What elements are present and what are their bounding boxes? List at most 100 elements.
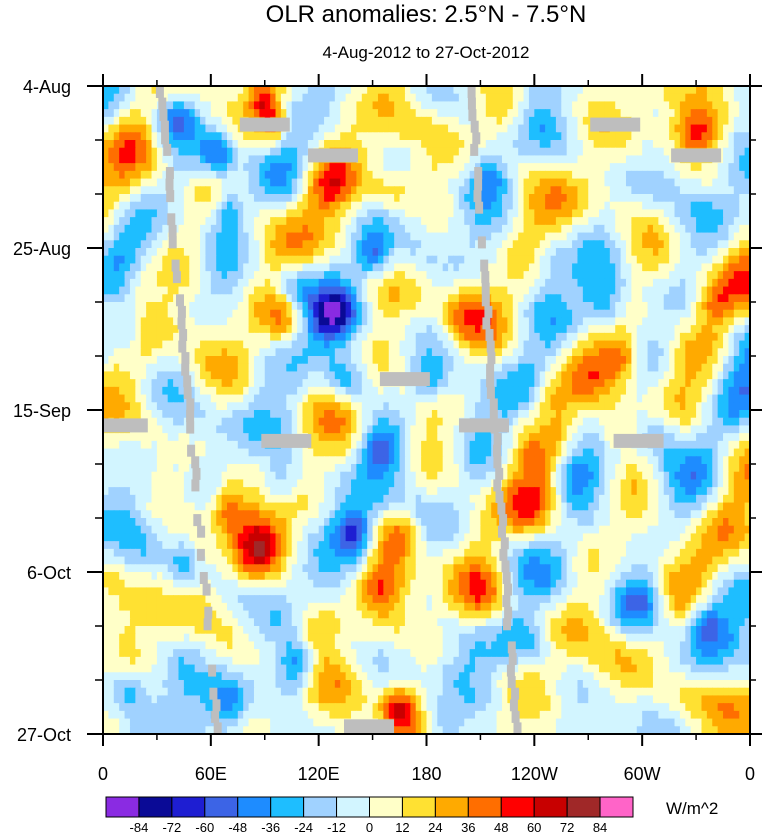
anomaly-cell	[307, 248, 314, 257]
anomaly-cell	[140, 371, 147, 380]
anomaly-cell	[421, 278, 428, 288]
anomaly-cell	[113, 240, 120, 249]
anomaly-cell	[480, 356, 487, 365]
anomaly-cell	[599, 147, 606, 157]
anomaly-cell	[728, 302, 735, 311]
anomaly-cell	[324, 93, 331, 103]
anomaly-cell	[523, 132, 530, 141]
anomaly-cell	[539, 286, 546, 295]
anomaly-cell	[696, 379, 703, 388]
anomaly-cell	[324, 348, 331, 357]
anomaly-cell	[421, 170, 428, 180]
anomaly-cell	[426, 271, 433, 280]
anomaly-cell	[232, 325, 239, 334]
anomaly-cell	[555, 294, 562, 303]
anomaly-cell	[642, 116, 649, 126]
anomaly-cell	[501, 386, 508, 396]
anomaly-cell	[588, 356, 595, 365]
anomaly-cell	[555, 201, 562, 211]
anomaly-cell	[124, 209, 131, 218]
anomaly-cell	[124, 317, 131, 326]
anomaly-cell	[480, 186, 487, 195]
anomaly-cell	[232, 101, 239, 110]
anomaly-cell	[501, 101, 508, 110]
anomaly-cell	[631, 379, 638, 388]
anomaly-cell	[388, 109, 395, 118]
anomaly-cell	[437, 224, 444, 234]
anomaly-cell	[706, 116, 713, 126]
anomaly-cell	[119, 386, 126, 396]
anomaly-cell	[669, 340, 676, 349]
anomaly-cell	[253, 402, 260, 411]
anomaly-cell	[550, 348, 557, 357]
anomaly-cell	[426, 201, 433, 211]
anomaly-cell	[227, 240, 233, 249]
anomaly-cell	[744, 147, 750, 157]
anomaly-cell	[103, 186, 109, 195]
anomaly-cell	[555, 178, 562, 187]
anomaly-cell	[421, 124, 428, 133]
anomaly-cell	[340, 340, 347, 349]
anomaly-cell	[399, 348, 406, 357]
anomaly-cell	[124, 109, 131, 118]
anomaly-cell	[377, 255, 384, 265]
anomaly-cell	[566, 124, 573, 133]
anomaly-cell	[253, 371, 260, 380]
anomaly-cell	[404, 140, 411, 149]
anomaly-cell	[615, 163, 622, 172]
anomaly-cell	[550, 209, 557, 218]
anomaly-cell	[577, 363, 584, 373]
anomaly-cell	[135, 379, 142, 388]
anomaly-cell	[124, 248, 131, 257]
anomaly-cell	[582, 224, 589, 234]
anomaly-cell	[232, 271, 239, 280]
anomaly-cell	[652, 240, 659, 249]
anomaly-cell	[108, 155, 115, 164]
anomaly-cell	[119, 379, 126, 388]
anomaly-cell	[642, 109, 649, 118]
anomaly-cell	[248, 386, 255, 396]
anomaly-cell	[291, 186, 298, 195]
anomaly-cell	[356, 201, 363, 211]
anomaly-cell	[588, 363, 595, 373]
anomaly-cell	[313, 371, 320, 380]
anomaly-cell	[604, 294, 611, 303]
anomaly-cell	[464, 263, 471, 272]
anomaly-cell	[119, 178, 126, 187]
anomaly-cell	[712, 217, 719, 226]
anomaly-cell	[156, 240, 163, 249]
anomaly-cell	[701, 194, 708, 203]
anomaly-cell	[442, 332, 449, 342]
anomaly-cell	[415, 278, 422, 288]
anomaly-cell	[464, 140, 471, 149]
anomaly-cell	[351, 325, 358, 334]
anomaly-cell	[582, 209, 589, 218]
anomaly-cell	[696, 317, 703, 326]
anomaly-cell	[334, 109, 341, 118]
anomaly-cell	[485, 248, 492, 257]
anomaly-cell	[437, 248, 444, 257]
anomaly-cell	[189, 109, 196, 118]
anomaly-cell	[388, 309, 395, 319]
anomaly-cell	[253, 278, 260, 288]
anomaly-cell	[200, 309, 207, 319]
anomaly-cell	[383, 163, 390, 172]
anomaly-cell	[259, 93, 266, 103]
anomaly-cell	[318, 363, 325, 373]
anomaly-cell	[679, 286, 686, 295]
anomaly-cell	[518, 93, 525, 103]
anomaly-cell	[313, 109, 320, 118]
anomaly-cell	[604, 240, 611, 249]
anomaly-cell	[318, 93, 325, 103]
anomaly-cell	[652, 371, 659, 380]
anomaly-cell	[329, 302, 336, 311]
anomaly-cell	[555, 271, 562, 280]
anomaly-cell	[259, 194, 266, 203]
anomaly-cell	[200, 86, 207, 95]
anomaly-cell	[264, 147, 271, 157]
anomaly-cell	[119, 209, 126, 218]
anomaly-cell	[620, 209, 627, 218]
anomaly-cell	[599, 394, 606, 403]
anomaly-cell	[113, 340, 120, 349]
anomaly-cell	[302, 332, 309, 342]
